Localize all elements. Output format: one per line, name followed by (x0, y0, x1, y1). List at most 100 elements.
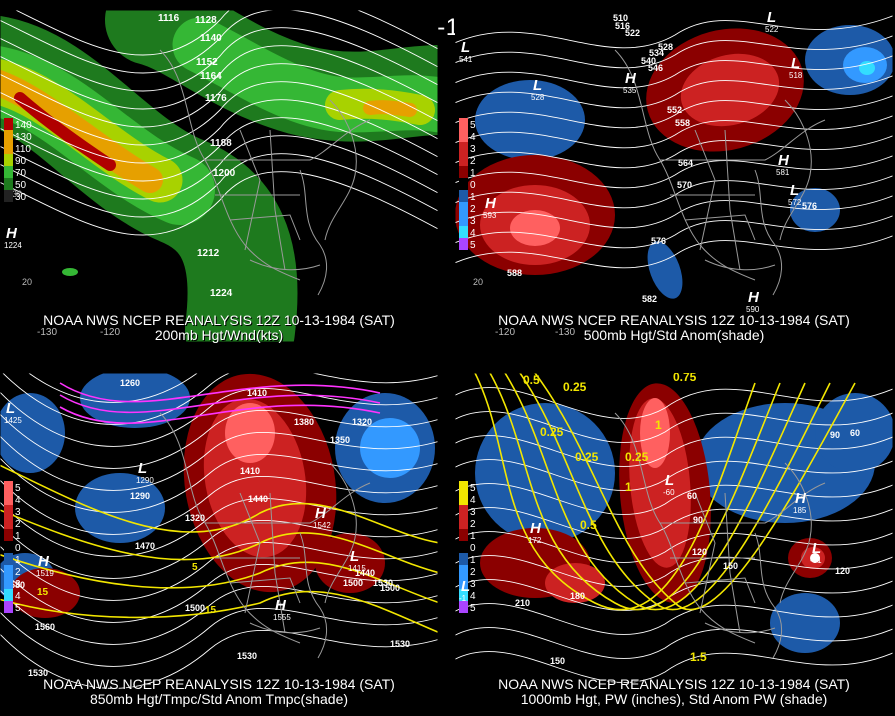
state-border-line (724, 492, 741, 634)
anomaly-legend-label: 3 (470, 507, 476, 518)
state-border-line (239, 129, 261, 251)
high-center-letter: H (795, 490, 807, 507)
anomaly-legend-label: 4 (15, 591, 21, 602)
state-border-line (229, 577, 301, 604)
height-contour-line (455, 55, 893, 89)
anomaly-legend-label: 3 (470, 144, 476, 155)
height-contour-label: 1152 (196, 57, 218, 68)
anomaly-legend-swatch (4, 589, 13, 601)
anomaly-legend-swatch (459, 202, 468, 214)
temperature-label: 5 (192, 562, 198, 573)
height-contour-line (0, 431, 438, 491)
anomaly-legend-swatch (459, 481, 468, 493)
pw-contour-label: 1 (655, 418, 662, 432)
anomaly-legend-label: 1 (470, 168, 476, 179)
pw-contour-line (504, 373, 806, 611)
height-contour-line (455, 235, 893, 269)
pw-contour-label: 0.25 (575, 450, 599, 464)
longitude-label: -130 (37, 327, 57, 338)
caption-500mb: NOAA NWS NCEP REANALYSIS 12Z 10-13-1984 … (455, 313, 893, 343)
wind-legend-swatch (4, 178, 13, 190)
wind-legend-swatch (4, 142, 13, 154)
pw-contour-line (534, 373, 856, 611)
anomaly-legend-label: 4 (470, 228, 476, 239)
height-contour-label: 120 (692, 547, 707, 557)
height-contour-line (455, 195, 893, 229)
anomaly-legend-label: 2 (470, 567, 476, 578)
height-contour-line (455, 35, 893, 69)
wind-shade-patch (62, 268, 78, 276)
state-border-line (724, 129, 741, 271)
anomaly-legend-swatch (4, 601, 13, 613)
high-center-letter: H (6, 225, 18, 242)
panel-850mb-map: 1260141013801350132012901320141014401470… (0, 373, 438, 705)
panel-500mb-map: 5105165225285345405465525585645705765765… (455, 10, 893, 342)
anomaly-legend-label: 3 (470, 216, 476, 227)
wind-legend-swatch (4, 190, 13, 202)
wind-legend-swatch (4, 118, 13, 130)
height-contour-label: 60 (850, 428, 860, 438)
height-contour-label: 1164 (200, 71, 222, 82)
state-border-line (229, 214, 301, 241)
height-contour-line (0, 519, 438, 579)
height-contour-label: 90 (693, 515, 703, 525)
state-border-line (660, 482, 826, 524)
height-contour-line (455, 155, 893, 189)
height-contour-label: 1500 (185, 603, 205, 613)
longitude-label: -120 (100, 327, 120, 338)
anomaly-legend-label: 0 (470, 543, 476, 554)
high-center-value: 593 (483, 211, 497, 220)
height-contour-label: 1410 (240, 466, 260, 476)
anomaly-legend-label: 4 (15, 495, 21, 506)
caption-1000mb-line1: NOAA NWS NCEP REANALYSIS 12Z 10-13-1984 … (498, 676, 850, 692)
height-contour-label: 1188 (210, 138, 232, 149)
anomaly-negative (770, 593, 840, 653)
height-contour-line (455, 75, 893, 109)
height-contour-label: 1500 (380, 583, 400, 593)
anomaly-positive (680, 53, 780, 127)
height-contour-line (28, 373, 199, 403)
height-contour-label: 1224 (210, 288, 233, 299)
latitude-label: 20 (473, 277, 483, 287)
height-contour-line (455, 651, 893, 683)
anomaly-legend-label: 3 (470, 579, 476, 590)
height-contour-line (0, 135, 438, 200)
height-contour-label: 558 (675, 118, 690, 128)
anomaly-negative (360, 418, 420, 478)
height-contour-line (455, 135, 893, 169)
high-center-letter: H (530, 520, 542, 537)
high-center-letter: H (275, 597, 287, 614)
anomaly-legend-label: 2 (15, 567, 21, 578)
height-contour-label: 1200 (213, 168, 236, 179)
anomaly-legend-swatch (459, 517, 468, 529)
low-center-value: 528 (531, 93, 545, 102)
height-contour-line (2, 373, 438, 425)
height-contour-line (455, 459, 893, 491)
latitude-label: 30 (12, 189, 22, 199)
high-center-letter: H (748, 289, 760, 306)
anomaly-legend-swatch (459, 154, 468, 166)
state-border-line (159, 49, 301, 281)
anomaly-legend-swatch (459, 505, 468, 517)
low-center-letter: L (791, 55, 800, 72)
wind-legend-label: 50 (15, 180, 27, 191)
anomaly-legend-swatch (4, 505, 13, 517)
temperature-contour-line (59, 394, 381, 414)
wind-legend-label: 130 (15, 132, 32, 143)
height-contour-label: 1580 (5, 580, 25, 590)
anomaly-legend-swatch (4, 493, 13, 505)
height-contour-label: 1530 (28, 668, 48, 678)
height-contour-label: 576 (802, 201, 817, 211)
height-contour-label: 1410 (247, 388, 267, 398)
anomaly-legend-label: 2 (470, 156, 476, 167)
height-contour-line (455, 483, 893, 515)
anomaly-legend-label: 0 (15, 543, 21, 554)
anomaly-negative (790, 188, 840, 232)
state-border-line (754, 532, 782, 659)
anomaly-legend-swatch (459, 589, 468, 601)
height-contour-label: 564 (678, 158, 693, 168)
height-contour-label: 1320 (352, 417, 372, 427)
height-contour-line (0, 81, 438, 146)
caption-1000mb: NOAA NWS NCEP REANALYSIS 12Z 10-13-1984 … (455, 677, 893, 707)
